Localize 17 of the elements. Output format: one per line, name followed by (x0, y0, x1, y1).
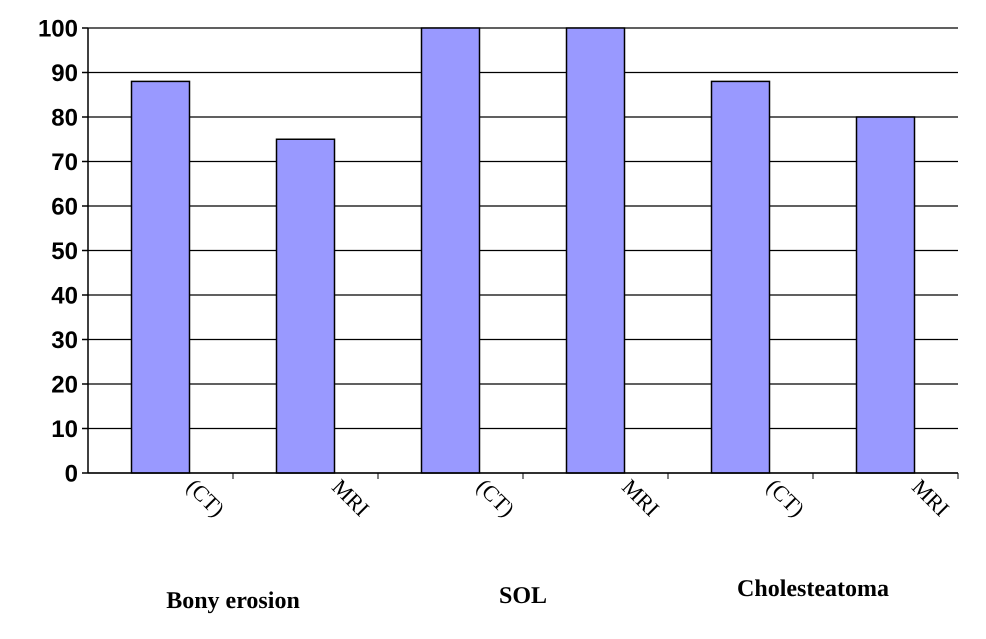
y-tick-label: 70 (51, 148, 78, 176)
y-tick-label: 0 (64, 460, 78, 488)
text: Cholesteatoma (737, 576, 889, 602)
y-tick-label: 10 (51, 416, 78, 443)
text: Bony erosion (166, 588, 300, 614)
text: SOL (498, 583, 548, 609)
x-tick-label: (CT) (472, 474, 520, 522)
x-tick-label: (CT) (762, 474, 810, 522)
x-tick-label: (CT) (182, 474, 230, 522)
y-tick-label: 80 (51, 104, 78, 132)
y-tick-label: 100 (38, 15, 78, 42)
y-tick-label: 50 (51, 238, 78, 265)
y-tick-label: 30 (51, 326, 78, 354)
y-tick-label: 40 (51, 282, 78, 310)
y-tick-label: 90 (51, 60, 78, 87)
y-tick-label: 60 (51, 193, 78, 220)
y-tick-label: 20 (51, 371, 78, 398)
